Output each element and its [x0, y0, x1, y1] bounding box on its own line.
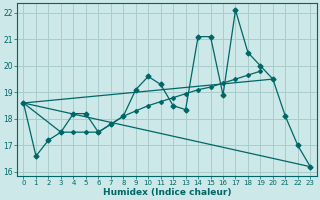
- X-axis label: Humidex (Indice chaleur): Humidex (Indice chaleur): [103, 188, 231, 197]
